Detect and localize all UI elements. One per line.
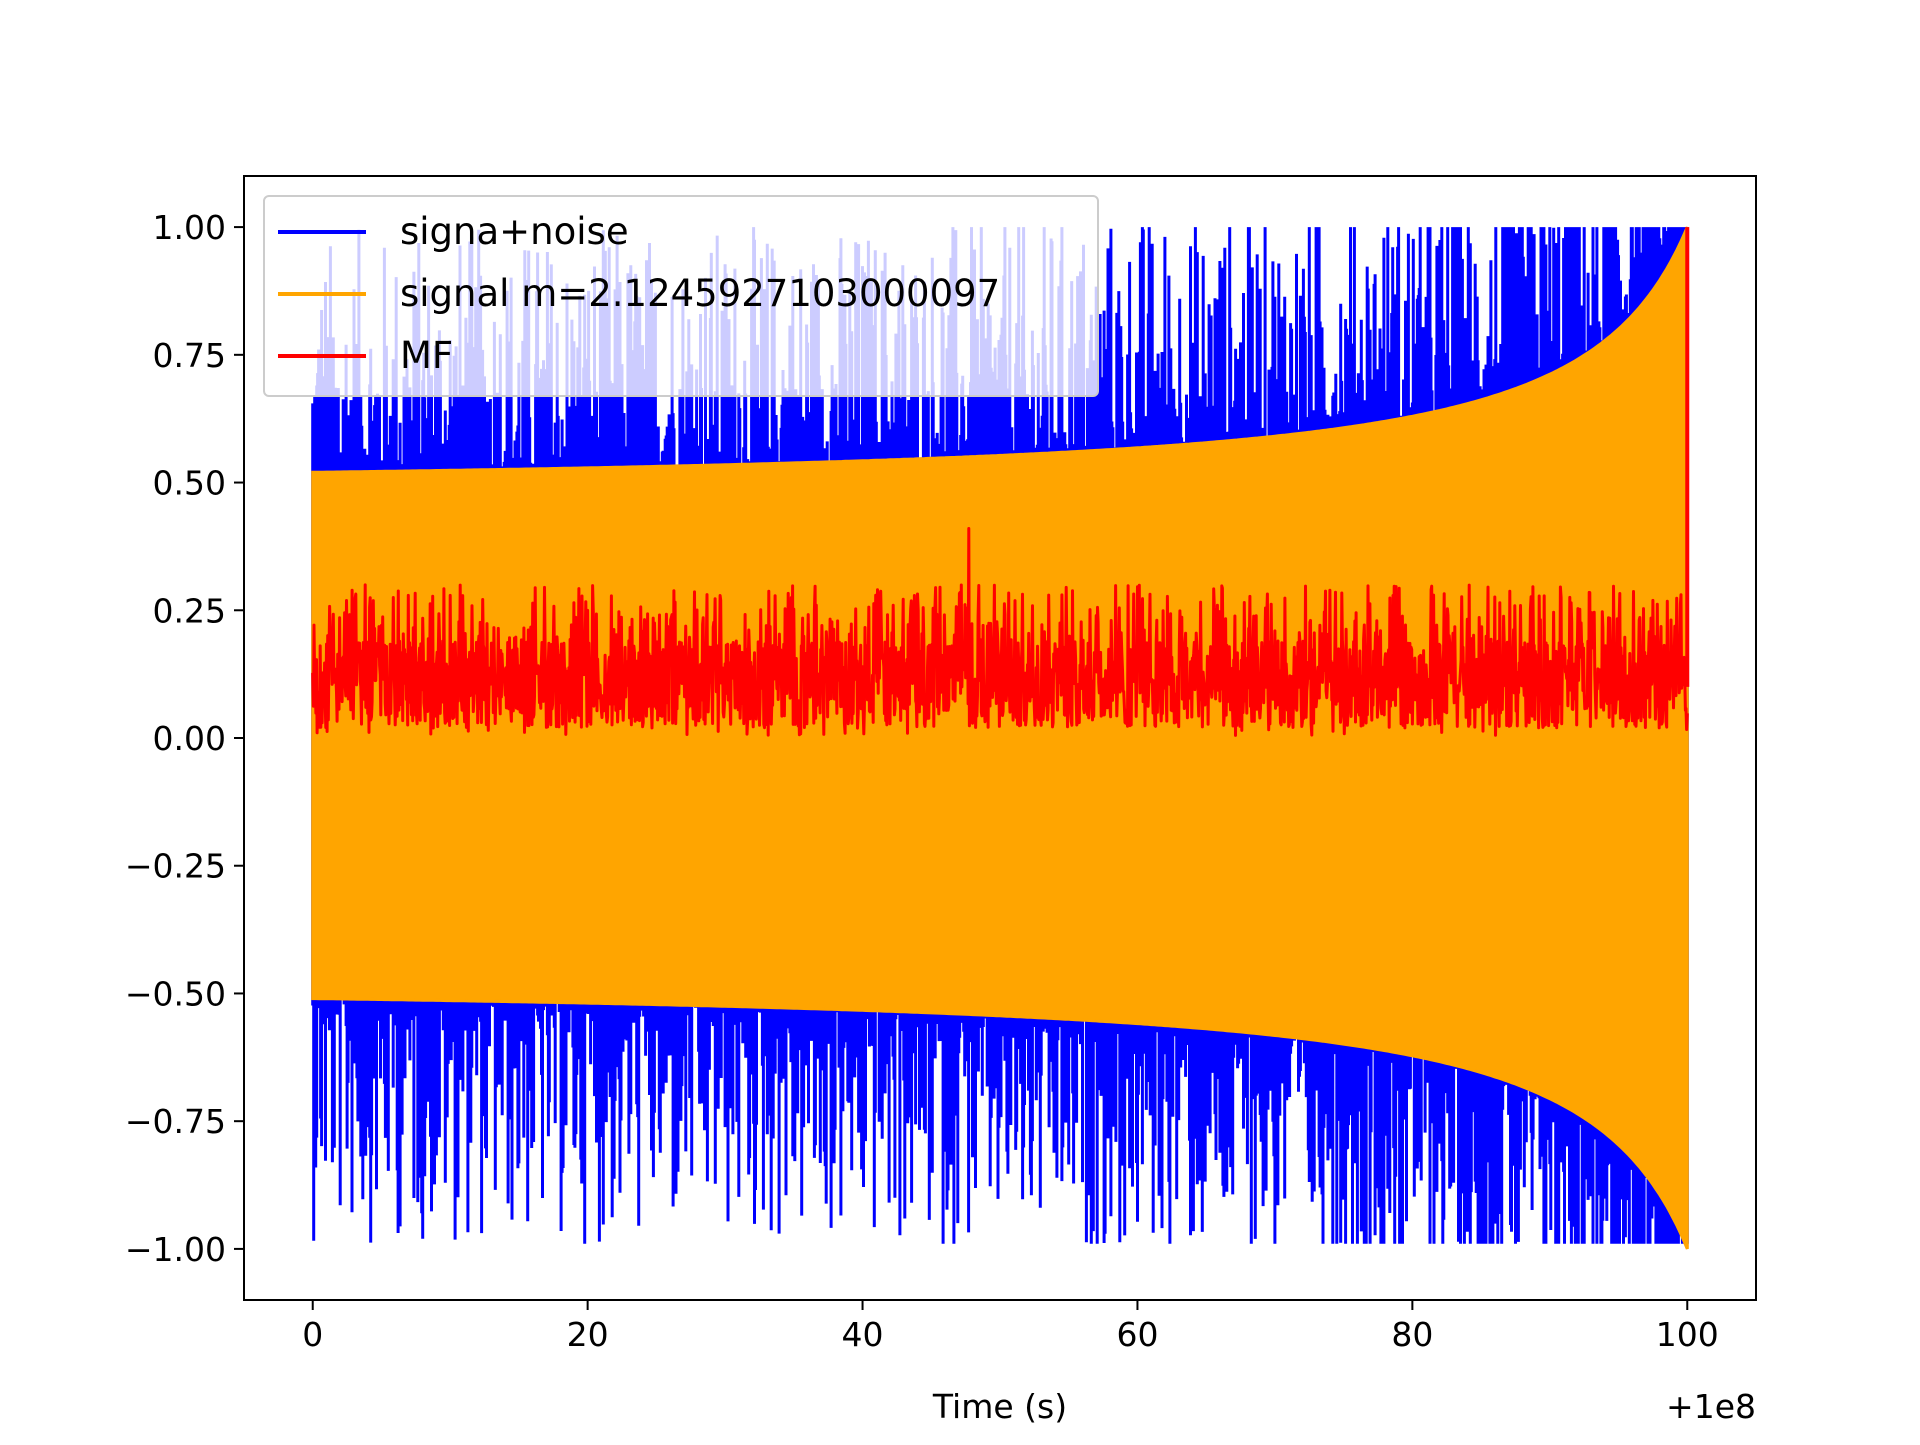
legend-entry: MF [278,334,453,377]
x-tick-label: 100 [1656,1315,1719,1354]
legend-label: signa+noise [400,210,629,253]
x-tick-label: 60 [1116,1315,1158,1354]
x-axis-offset-label: +1e8 [1666,1387,1756,1426]
legend-entry: signal m=2.1245927103000097 [278,272,1000,315]
legend-label: MF [400,334,453,377]
mf-line [311,527,1689,737]
signal-line [311,226,1689,1250]
y-tick-label: −1.00 [125,1230,226,1269]
y-tick-label: −0.50 [125,974,226,1013]
y-tick-label: −0.75 [125,1102,226,1141]
y-tick-label: 1.00 [153,208,226,247]
y-tick-label: 0.00 [153,719,226,758]
x-axis-label: Time (s) [932,1387,1067,1426]
y-tick-label: 0.75 [153,336,226,375]
series-signal [311,226,1689,1250]
y-axis: 1.00 0.75 0.50 0.25 0.00 −0.25 −0.50 −0.75 −1.00 [125,208,244,1269]
y-tick-label: 0.25 [153,591,226,630]
legend-entry: signa+noise [278,210,629,253]
series-layer [311,226,1690,1250]
legend-box [263,195,1099,397]
x-axis: 0 20 40 60 80 100 [302,1300,1719,1354]
x-tick-label: 40 [842,1315,884,1354]
x-tick-label: 20 [567,1315,609,1354]
legend: signa+noise signal m=2.1245927103000097 MF [263,195,1099,397]
x-tick-label: 0 [302,1315,323,1354]
y-tick-label: −0.25 [125,847,226,886]
x-tick-label: 80 [1391,1315,1433,1354]
legend-label: signal m=2.1245927103000097 [400,272,1000,315]
series-mf [311,227,1690,737]
y-tick-label: 0.50 [153,464,226,503]
